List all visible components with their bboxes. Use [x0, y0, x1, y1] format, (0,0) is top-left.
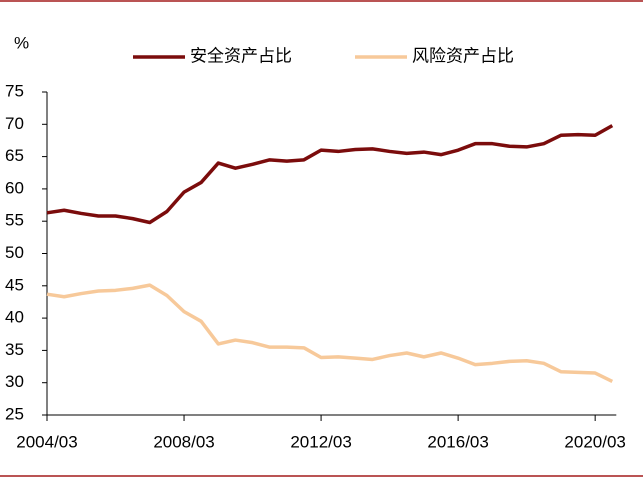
x-tick-label: 2016/03 — [427, 432, 488, 451]
y-tick-label: 55 — [5, 211, 24, 230]
y-tick-label: 40 — [5, 308, 24, 327]
y-tick-label: 30 — [5, 372, 24, 391]
y-axis-label: % — [14, 33, 29, 52]
y-tick-label: 65 — [5, 146, 24, 165]
y-tick-label: 70 — [5, 114, 24, 133]
x-tick-label: 2020/03 — [564, 432, 625, 451]
legend-label: 风险资产占比 — [412, 46, 514, 65]
y-tick-label: 35 — [5, 340, 24, 359]
y-tick-label: 25 — [5, 404, 24, 423]
y-tick-label: 50 — [5, 243, 24, 262]
x-tick-label: 2008/03 — [153, 432, 214, 451]
x-tick-label: 2012/03 — [290, 432, 351, 451]
legend-label: 安全资产占比 — [190, 46, 292, 65]
x-tick-label: 2004/03 — [16, 432, 77, 451]
series-line — [46, 124, 614, 225]
y-tick-label: 60 — [5, 178, 24, 197]
y-tick-label: 45 — [5, 275, 24, 294]
y-tick-label: 75 — [5, 81, 24, 100]
series-line — [46, 283, 614, 383]
